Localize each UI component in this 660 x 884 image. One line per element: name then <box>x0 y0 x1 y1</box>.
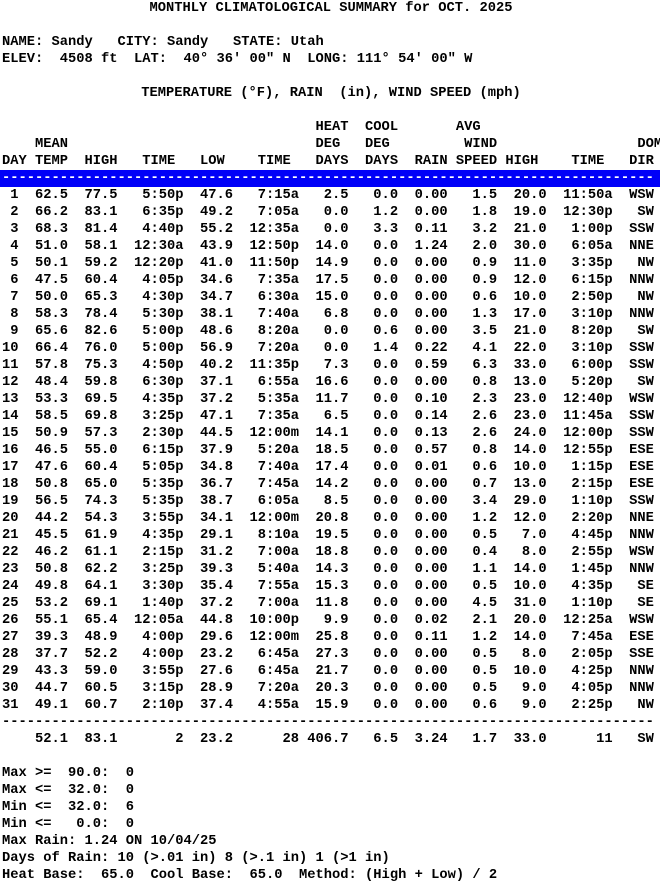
blank-line <box>2 68 660 85</box>
table-row-day-8: 8 58.3 78.4 5:30p 38.1 7:40a 6.8 0.0 0.0… <box>2 307 654 322</box>
table-row-day-24: 24 49.8 64.1 3:30p 35.4 7:55a 15.3 0.0 0… <box>2 579 654 594</box>
location-info-line: ELEV: 4508 ft LAT: 40° 36' 00" N LONG: 1… <box>2 52 473 67</box>
table-row-day-22: 22 46.2 61.1 2:15p 31.2 7:00a 18.8 0.0 0… <box>2 545 654 560</box>
table-row-day-7: 7 50.0 65.3 4:30p 34.7 6:30a 15.0 0.0 0.… <box>2 290 654 305</box>
table-row-day-9: 9 65.6 82.6 5:00p 48.6 8:20a 0.0 0.6 0.0… <box>2 324 654 339</box>
stat-days-of-rain: Days of Rain: 10 (>.01 in) 8 (>.1 in) 1 … <box>2 851 390 866</box>
table-row-day-18: 18 50.8 65.0 5:35p 36.7 7:45a 14.2 0.0 0… <box>2 477 654 492</box>
table-row-day-29: 29 43.3 59.0 3:55p 27.6 6:45a 21.7 0.0 0… <box>2 664 654 679</box>
stat-min-le-0: Min <= 0.0: 0 <box>2 817 135 832</box>
table-row-day-2: 2 66.2 83.1 6:35p 49.2 7:05a 0.0 1.2 0.0… <box>2 205 654 220</box>
table-header-line-3: DAY TEMP HIGH TIME LOW TIME DAYS DAYS RA… <box>2 154 654 169</box>
blank-line <box>2 748 660 765</box>
table-row-day-14: 14 58.5 69.8 3:25p 47.1 7:35a 6.5 0.0 0.… <box>2 409 654 424</box>
stat-max-rain: Max Rain: 1.24 ON 10/04/25 <box>2 834 217 849</box>
stat-max-le-32: Max <= 32.0: 0 <box>2 783 135 798</box>
table-header-line-1: HEAT COOL AVG <box>2 120 481 135</box>
table-row-day-1: 1 62.5 77.5 5:50p 47.6 7:15a 2.5 0.0 0.0… <box>2 188 654 203</box>
table-row-day-4: 4 51.0 58.1 12:30a 43.9 12:50p 14.0 0.0 … <box>2 239 654 254</box>
stat-min-le-32: Min <= 32.0: 6 <box>2 800 135 815</box>
table-row-day-3: 3 68.3 81.4 4:40p 55.2 12:35a 0.0 3.3 0.… <box>2 222 654 237</box>
table-header-line-2: MEAN DEG DEG WIND DOM <box>2 137 660 152</box>
table-row-day-25: 25 53.2 69.1 1:40p 37.2 7:00a 11.8 0.0 0… <box>2 596 654 611</box>
table-row-day-31: 31 49.1 60.7 2:10p 37.4 4:55a 15.9 0.0 0… <box>2 698 654 713</box>
table-row-day-15: 15 50.9 57.3 2:30p 44.5 12:00m 14.1 0.0 … <box>2 426 654 441</box>
table-body: 1 62.5 77.5 5:50p 47.6 7:15a 2.5 0.0 0.0… <box>2 187 660 714</box>
table-row-day-19: 19 56.5 74.3 5:35p 38.7 6:05a 8.5 0.0 0.… <box>2 494 654 509</box>
table-row-day-13: 13 53.3 69.5 4:35p 37.2 5:35a 11.7 0.0 0… <box>2 392 654 407</box>
table-row-day-5: 5 50.1 59.2 12:20p 41.0 11:50p 14.9 0.0 … <box>2 256 654 271</box>
blank-line <box>2 102 660 119</box>
stat-bases-method: Heat Base: 65.0 Cool Base: 65.0 Method: … <box>2 868 498 883</box>
table-row-day-12: 12 48.4 59.8 6:30p 37.1 6:55a 16.6 0.0 0… <box>2 375 654 390</box>
table-summary-row: 52.1 83.1 2 23.2 28 406.7 6.5 3.24 1.7 3… <box>2 732 654 747</box>
table-bottom-separator: ----------------------------------------… <box>2 715 654 730</box>
table-row-day-26: 26 55.1 65.4 12:05a 44.8 10:00p 9.9 0.0 … <box>2 613 654 628</box>
table-row-day-30: 30 44.7 60.5 3:15p 28.9 7:20a 20.3 0.0 0… <box>2 681 654 696</box>
table-row-day-6: 6 47.5 60.4 4:05p 34.6 7:35a 17.5 0.0 0.… <box>2 273 654 288</box>
highlighted-separator-row: ----------------------------------------… <box>0 170 660 187</box>
table-row-day-23: 23 50.8 62.2 3:25p 39.3 5:40a 14.3 0.0 0… <box>2 562 654 577</box>
table-row-day-11: 11 57.8 75.3 4:50p 40.2 11:35p 7.3 0.0 0… <box>2 358 654 373</box>
table-row-day-28: 28 37.7 52.2 4:00p 23.2 6:45a 27.3 0.0 0… <box>2 647 654 662</box>
blank-line <box>2 17 660 34</box>
stat-max-ge-90: Max >= 90.0: 0 <box>2 766 135 781</box>
table-row-day-21: 21 45.5 61.9 4:35p 29.1 8:10a 19.5 0.0 0… <box>2 528 654 543</box>
table-row-day-10: 10 66.4 76.0 5:00p 56.9 7:20a 0.0 1.4 0.… <box>2 341 654 356</box>
units-line: TEMPERATURE (°F), RAIN (in), WIND SPEED … <box>141 86 521 101</box>
table-row-day-27: 27 39.3 48.9 4:00p 29.6 12:00m 25.8 0.0 … <box>2 630 654 645</box>
report-title: MONTHLY CLIMATOLOGICAL SUMMARY for OCT. … <box>149 1 513 16</box>
table-row-day-20: 20 44.2 54.3 3:55p 34.1 12:00m 20.8 0.0 … <box>2 511 654 526</box>
table-row-day-16: 16 46.5 55.0 6:15p 37.9 5:20a 18.5 0.0 0… <box>2 443 654 458</box>
station-info-line: NAME: Sandy CITY: Sandy STATE: Utah <box>2 35 324 50</box>
table-row-day-17: 17 47.6 60.4 5:05p 34.8 7:40a 17.4 0.0 0… <box>2 460 654 475</box>
